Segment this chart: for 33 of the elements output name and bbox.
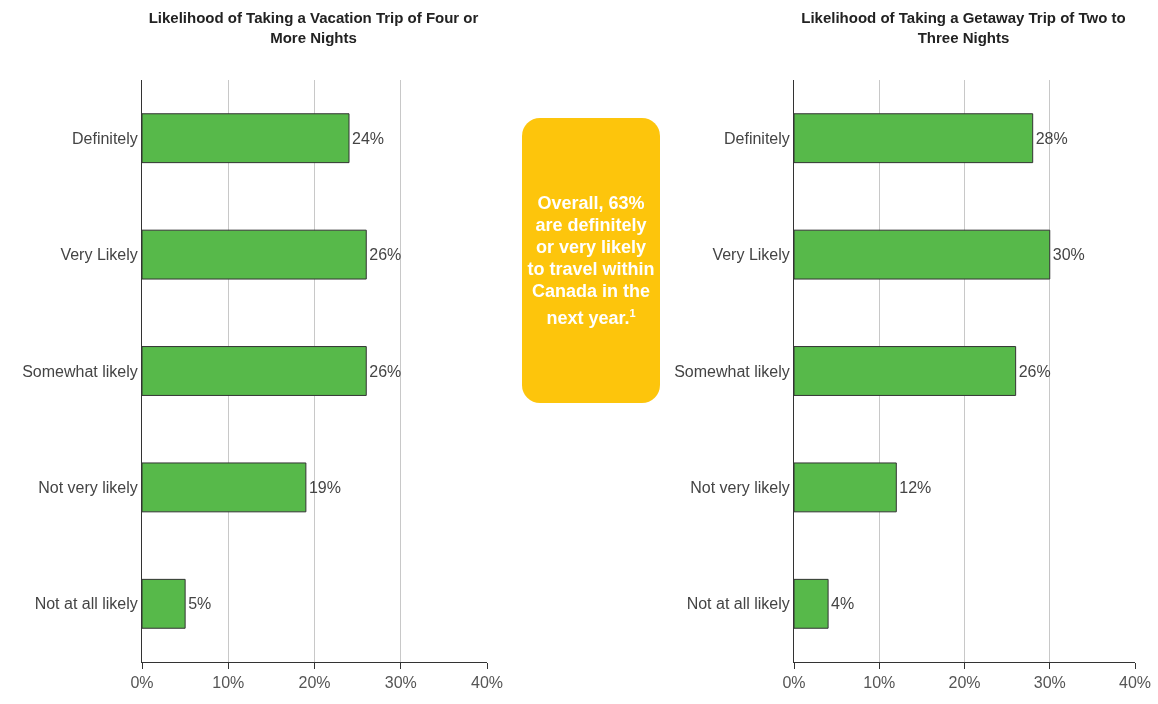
y-tick-label: Very Likely bbox=[712, 246, 790, 264]
x-tick-label: 20% bbox=[948, 674, 981, 692]
x-tick-label: 30% bbox=[1033, 674, 1066, 692]
data-label: 26% bbox=[369, 246, 402, 264]
x-tick-label: 20% bbox=[298, 674, 331, 692]
x-tick-label: 0% bbox=[782, 674, 806, 692]
x-tick-label: 30% bbox=[384, 674, 417, 692]
text: Overall, 63% are definitely or very likely to travel within Canada in the next year.$^{1}$ bbox=[526, 192, 656, 329]
y-tick-label: Not at all likely bbox=[686, 595, 790, 613]
data-label: 5% bbox=[188, 595, 212, 613]
data-label: 4% bbox=[831, 595, 855, 613]
data-label: 24% bbox=[352, 129, 385, 147]
y-tick-label: Not very likely bbox=[38, 479, 138, 496]
y-tick-label: Not at all likely bbox=[34, 595, 138, 613]
y-tick-label: Somewhat likely bbox=[22, 362, 138, 380]
data-label: 19% bbox=[308, 478, 341, 496]
x-tick-label: 0% bbox=[130, 674, 154, 692]
data-label: 30% bbox=[1052, 246, 1085, 264]
x-tick-label: 10% bbox=[212, 674, 245, 692]
data-label: 26% bbox=[369, 362, 402, 380]
x-tick-label: 40% bbox=[1118, 674, 1152, 692]
data-label: 12% bbox=[899, 478, 932, 496]
chart-title: Likelihood of Taking a Getaway Trip of Two to Three Nights bbox=[800, 8, 1127, 48]
y-tick-label: Not very likely bbox=[690, 479, 790, 496]
chart-title: Likelihood of Taking a Vacation Trip of Four or More Nights bbox=[147, 8, 480, 48]
data-label: 26% bbox=[1018, 362, 1051, 380]
data-label: 28% bbox=[1035, 129, 1068, 147]
y-tick-label: Somewhat likely bbox=[674, 362, 790, 380]
x-tick-label: 10% bbox=[863, 674, 896, 692]
x-tick-label: 40% bbox=[470, 674, 504, 692]
y-tick-label: Definitely bbox=[723, 129, 790, 147]
y-tick-label: Definitely bbox=[71, 129, 138, 147]
y-tick-label: Very Likely bbox=[60, 246, 138, 264]
